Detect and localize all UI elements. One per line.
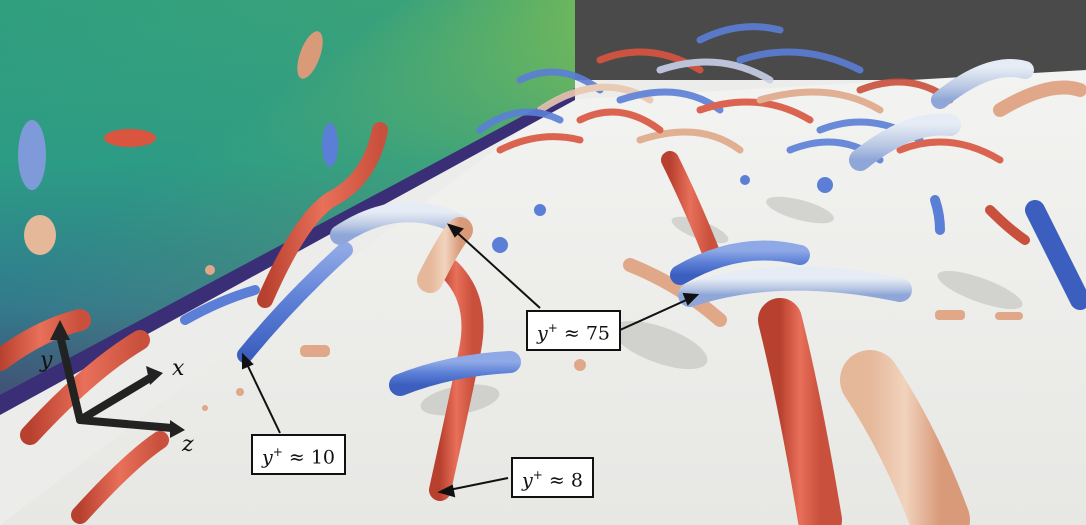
axis-z-label: z [182, 432, 194, 457]
annotation-y10-var: y [262, 446, 273, 469]
annotation-y10: y+ ≈ 10 [251, 434, 346, 476]
axis-x-label: x [172, 356, 185, 381]
annotation-y8: y+ ≈ 8 [511, 457, 594, 499]
annotation-y10-rel: ≈ [288, 446, 305, 469]
annotation-y75: y+ ≈ 75 [526, 310, 621, 352]
axis-y-label: y [40, 348, 53, 373]
annotation-y8-sup: + [532, 468, 543, 482]
annotation-y10-sup: + [272, 445, 283, 459]
annotation-y75-value: 75 [585, 322, 610, 345]
annotation-y10-value: 10 [310, 446, 335, 469]
annotation-y8-value: 8 [570, 469, 583, 492]
annotation-y75-var: y [537, 322, 548, 345]
annotation-y8-var: y [522, 469, 533, 492]
annotation-y75-sup: + [547, 321, 558, 335]
annotation-y8-rel: ≈ [548, 469, 565, 492]
annotation-y75-rel: ≈ [563, 322, 580, 345]
